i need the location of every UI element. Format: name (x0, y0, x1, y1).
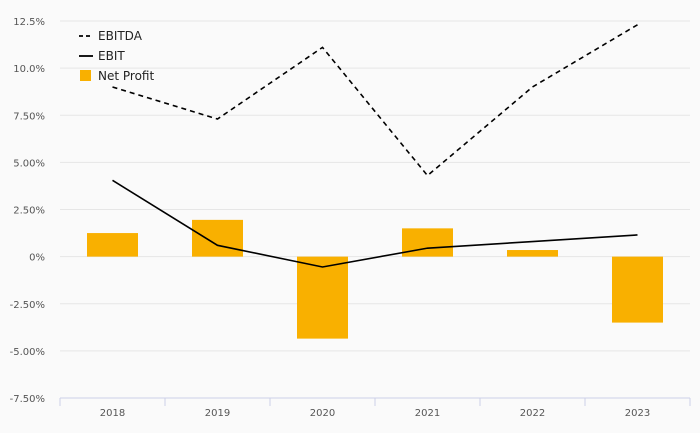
x-axis (59, 397, 691, 406)
x-tick-label: 2018 (100, 408, 125, 419)
legend-swatch (80, 70, 91, 81)
net-profit-bar[interactable] (87, 233, 138, 257)
ebitda-line[interactable] (112, 24, 638, 177)
x-axis-tick-labels: 2018 2019 2020 2021 2022 2023 (100, 408, 650, 419)
legend-item-ebit[interactable]: EBIT (79, 49, 125, 63)
y-tick-label: 5.00% (13, 158, 45, 169)
y-tick-label: -5.00% (10, 347, 45, 358)
grid-lines (60, 20, 690, 399)
y-tick-label: 12.5% (13, 17, 45, 28)
x-tick-label: 2022 (520, 408, 545, 419)
y-tick-label: 0% (29, 253, 45, 264)
net-profit-bar[interactable] (402, 228, 453, 257)
x-tick-label: 2021 (415, 408, 440, 419)
y-tick-label: -7.50% (10, 394, 45, 405)
net-profit-bar[interactable] (297, 256, 348, 339)
net-profit-bar[interactable] (192, 219, 243, 257)
legend-label: Net Profit (98, 69, 154, 83)
bar-series (87, 219, 663, 339)
net-profit-bar[interactable] (507, 250, 558, 257)
x-tick-label: 2019 (205, 408, 230, 419)
net-profit-bar[interactable] (612, 256, 663, 323)
line-series (112, 24, 638, 268)
legend-item-net-profit[interactable]: Net Profit (80, 69, 154, 83)
legend[interactable]: EBITDA EBIT Net Profit (79, 29, 154, 83)
legend-label: EBITDA (98, 29, 143, 43)
x-tick-label: 2023 (625, 408, 650, 419)
y-tick-label: 10.0% (13, 64, 45, 75)
y-tick-label: 7.50% (13, 111, 45, 122)
x-tick-label: 2020 (310, 408, 335, 419)
y-tick-label: -2.50% (10, 300, 45, 311)
y-tick-label: 2.50% (13, 206, 45, 217)
y-axis-tick-labels: 12.5% 10.0% 7.50% 5.00% 2.50% 0% -2.50% -5.00% -… (10, 17, 45, 405)
ebit-line[interactable] (112, 179, 638, 268)
legend-item-ebitda[interactable]: EBITDA (79, 29, 143, 43)
legend-label: EBIT (98, 49, 125, 63)
